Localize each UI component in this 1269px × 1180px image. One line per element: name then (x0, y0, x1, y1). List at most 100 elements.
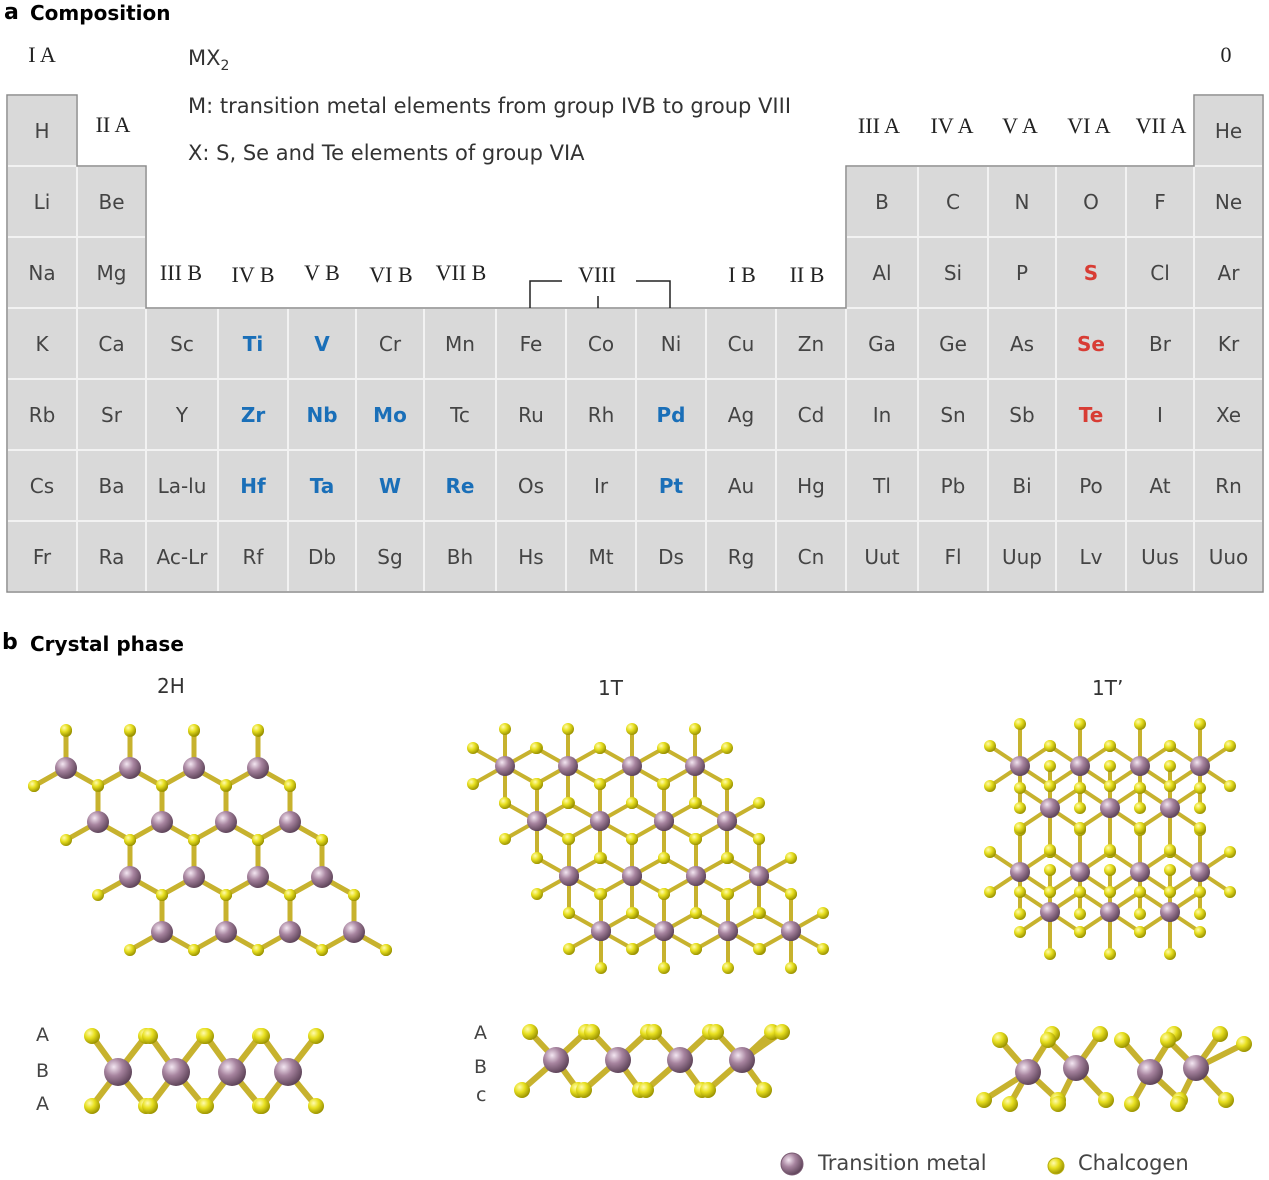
chalcogen-atom (1044, 740, 1056, 752)
chalcogen-atom (316, 944, 328, 956)
metal-atom (311, 866, 333, 888)
metal-atom (1100, 902, 1120, 922)
chalcogen-atom (308, 1028, 324, 1044)
chalcogen-atom (514, 1082, 530, 1098)
metal-atom (1040, 902, 1060, 922)
chalcogen-atom (595, 962, 607, 974)
metal-atom (1183, 1055, 1209, 1081)
metal-atom (1160, 798, 1180, 818)
chalcogen-atom (756, 1082, 772, 1098)
chalcogen-atom (722, 888, 734, 900)
chalcogen-atom (708, 1024, 724, 1040)
chalcogen-atom (626, 943, 638, 955)
metal-atom (590, 811, 610, 831)
metal-atom (1070, 756, 1090, 776)
chalcogen-atom (984, 846, 996, 858)
metal-atom (247, 866, 269, 888)
group-label-0: 0 (1220, 42, 1232, 67)
chalcogen-atom (1224, 846, 1236, 858)
chalcogen-atom (690, 907, 702, 919)
chalcogen-atom (156, 889, 168, 901)
chalcogen-atom (188, 834, 200, 846)
chalcogen-atom (563, 943, 575, 955)
metal-atom (729, 1047, 755, 1073)
chalcogen-atom (124, 724, 136, 736)
chalcogen-atom (700, 1082, 716, 1098)
chalcogen-atom (1074, 802, 1086, 814)
chalcogen-atom (124, 944, 136, 956)
chalcogen-atom (220, 889, 232, 901)
chalcogen-atom (1074, 926, 1086, 938)
chalcogen-atom (92, 889, 104, 901)
chalcogen-atom (626, 797, 638, 809)
chalcogen-atom (721, 742, 733, 754)
chalcogen-atom (1074, 782, 1086, 794)
metal-atom (1130, 756, 1150, 776)
chalcogen-atom (1194, 886, 1206, 898)
chalcogen-atom (254, 1028, 270, 1044)
metal-atom (543, 1047, 569, 1073)
chalcogen-atom (499, 833, 511, 845)
chalcogen-atom (753, 797, 765, 809)
chalcogen-atom (976, 1092, 992, 1108)
chalcogen-atom (562, 797, 574, 809)
metal-atom (1040, 798, 1060, 818)
chalcogen-atom (188, 944, 200, 956)
chalcogen-atom (626, 833, 638, 845)
chalcogen-atom (785, 888, 797, 900)
formula-label: MX2 (188, 46, 229, 74)
metal-atom (87, 811, 109, 833)
chalcogen-atom (658, 962, 670, 974)
chalcogen-atom (689, 723, 701, 735)
chalcogen-atom (1236, 1036, 1252, 1052)
chalcogen-atom (198, 1098, 214, 1114)
chalcogen-atom (1224, 780, 1236, 792)
legend-chalcogen-label: Chalcogen (1078, 1151, 1189, 1175)
stack-1t-layer-2: B (474, 1056, 488, 1078)
chalcogen-atom (646, 1024, 662, 1040)
metal-atom (279, 921, 301, 943)
chalcogen-atom (1194, 926, 1206, 938)
metal-atom (162, 1058, 190, 1086)
formula-base: MX (188, 46, 221, 70)
chalcogen-atom (522, 1024, 538, 1040)
chalcogen-atom (92, 779, 104, 791)
chalcogen-atom (658, 778, 670, 790)
panel-b-title: Crystal phase (30, 632, 184, 656)
chalcogen-atom (1164, 780, 1176, 792)
chalcogen-atom (252, 944, 264, 956)
stack-2h-layer-2: B (36, 1060, 50, 1082)
chalcogen-atom (1164, 886, 1176, 898)
chalcogen-atom (1014, 782, 1026, 794)
chalcogen-atom (1050, 1096, 1066, 1112)
chalcogen-atom (1160, 1032, 1176, 1048)
metal-atom (215, 921, 237, 943)
chalcogen-atom (817, 907, 829, 919)
chalcogen-atom (658, 852, 670, 864)
chalcogen-atom (992, 1032, 1008, 1048)
chalcogen-atom (690, 943, 702, 955)
chalcogen-atom (1104, 780, 1116, 792)
chalcogen-atom (594, 742, 606, 754)
chalcogen-atom (594, 852, 606, 864)
metal-atom (1190, 862, 1210, 882)
chalcogen-atom (531, 852, 543, 864)
metal-atom (1160, 902, 1180, 922)
metal-atom (1015, 1059, 1041, 1085)
chalcogen-atom (1194, 782, 1206, 794)
metal-atom (151, 921, 173, 943)
chalcogen-atom (84, 1098, 100, 1114)
chalcogen-atom (1134, 926, 1146, 938)
chalcogen-atom (721, 778, 733, 790)
chalcogen-atom (1212, 1026, 1228, 1042)
chalcogen-atom (658, 888, 670, 900)
metal-atom (654, 921, 674, 941)
chalcogen-atom (774, 1024, 790, 1040)
chalcogen-atom (284, 780, 296, 792)
metal-atom (104, 1058, 132, 1086)
metal-atom (183, 866, 205, 888)
metal-atom (218, 1058, 246, 1086)
chalcogen-atom (467, 742, 479, 754)
chalcogen-atom (1114, 1032, 1130, 1048)
